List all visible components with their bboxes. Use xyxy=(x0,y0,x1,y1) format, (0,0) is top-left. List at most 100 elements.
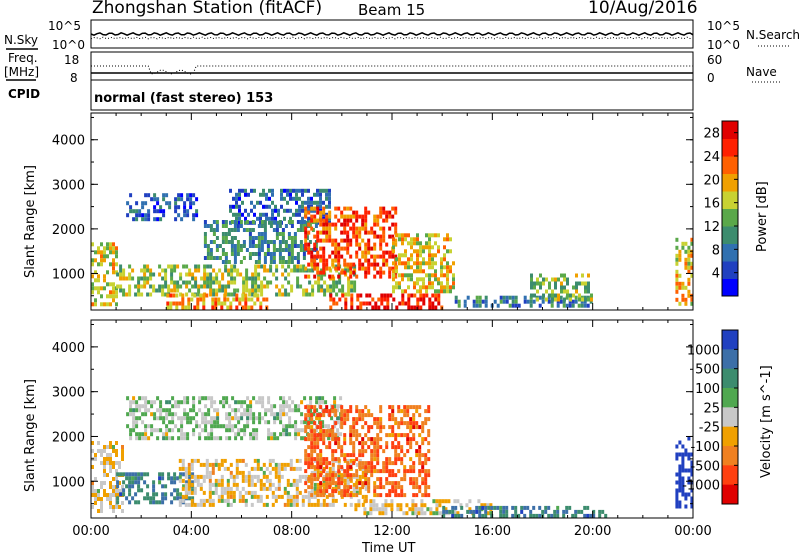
data-cell-1-1 xyxy=(246,420,250,425)
data-cell-1-0 xyxy=(115,477,118,481)
data-cell-1-2 xyxy=(158,500,162,505)
data-cell-1-4 xyxy=(397,409,401,414)
data-cell-0-5 xyxy=(278,260,282,264)
data-cell-0-9 xyxy=(541,299,545,304)
data-cell-1-3 xyxy=(295,494,299,499)
data-cell-1-1 xyxy=(318,400,322,405)
data-cell-0-3 xyxy=(172,293,176,298)
data-cell-0-5 xyxy=(215,220,219,224)
data-cell-1-1 xyxy=(168,428,172,433)
data-cell-0-6 xyxy=(361,222,365,227)
data-cell-0-2 xyxy=(233,276,237,281)
data-cell-0-5 xyxy=(260,220,264,224)
x-tick-label: 00:00 xyxy=(674,524,711,539)
data-cell-1-3 xyxy=(289,494,293,499)
data-cell-0-2 xyxy=(164,280,168,285)
data-cell-1-3 xyxy=(280,466,284,471)
data-cell-0-2 xyxy=(314,280,318,285)
data-cell-0-6 xyxy=(349,242,353,247)
data-cell-0-4 xyxy=(268,196,271,201)
data-cell-1-3 xyxy=(331,502,335,507)
data-cell-1-0 xyxy=(115,505,118,509)
data-cell-1-4 xyxy=(394,489,398,494)
data-cell-0-6 xyxy=(319,214,323,219)
data-cell-1-4 xyxy=(364,441,368,446)
data-cell-0-3 xyxy=(229,301,233,306)
data-cell-1-2 xyxy=(149,496,153,501)
data-cell-0-8 xyxy=(416,249,419,254)
data-cell-1-5 xyxy=(483,503,487,508)
data-cell-0-6 xyxy=(343,226,347,231)
data-cell-0-6 xyxy=(328,214,332,219)
data-cell-0-6 xyxy=(319,210,323,215)
data-cell-0-6 xyxy=(322,258,326,263)
data-cell-1-4 xyxy=(385,445,389,450)
data-cell-0-6 xyxy=(349,254,353,259)
data-cell-0-2 xyxy=(143,268,147,273)
data-cell-1-1 xyxy=(174,424,178,429)
data-cell-0-5 xyxy=(236,244,240,248)
data-cell-1-0 xyxy=(103,489,106,493)
data-cell-0-8 xyxy=(446,285,449,290)
data-cell-0-6 xyxy=(364,246,368,251)
data-cell-0-11 xyxy=(675,273,679,278)
data-cell-1-4 xyxy=(331,473,335,478)
data-cell-1-4 xyxy=(373,417,377,422)
data-cell-1-2 xyxy=(137,476,141,481)
data-cell-1-4 xyxy=(325,445,329,450)
data-cell-1-4 xyxy=(349,441,353,446)
data-cell-1-6 xyxy=(451,509,455,514)
data-cell-1-4 xyxy=(421,437,425,442)
data-cell-1-4 xyxy=(337,485,341,490)
date-label: 10/Aug/2016 xyxy=(588,0,698,18)
data-cell-0-6 xyxy=(325,218,329,223)
data-cell-0-6 xyxy=(391,206,395,211)
data-cell-1-1 xyxy=(312,412,316,417)
data-cell-0-6 xyxy=(331,258,335,263)
data-cell-0-8 xyxy=(437,281,440,286)
data-cell-1-3 xyxy=(352,486,356,491)
data-cell-1-2 xyxy=(146,472,150,477)
data-cell-0-5 xyxy=(209,248,213,252)
data-cell-1-4 xyxy=(424,477,428,482)
data-cell-0-9 xyxy=(478,295,482,300)
data-cell-1-3 xyxy=(178,474,182,479)
data-cell-0-9 xyxy=(505,299,509,304)
data-cell-1-5 xyxy=(357,503,361,508)
data-cell-0-4 xyxy=(271,212,274,217)
data-cell-0-4 xyxy=(319,204,322,209)
data-cell-0-6 xyxy=(364,226,368,231)
data-cell-0-2 xyxy=(242,284,246,289)
data-cell-1-4 xyxy=(319,457,323,462)
data-cell-0-2 xyxy=(290,284,294,289)
data-cell-1-1 xyxy=(126,424,130,429)
data-cell-1-3 xyxy=(232,474,236,479)
data-cell-1-1 xyxy=(285,428,289,433)
data-cell-1-1 xyxy=(291,408,295,413)
data-cell-1-4 xyxy=(349,437,353,442)
data-cell-1-3 xyxy=(283,502,287,507)
data-cell-0-8 xyxy=(395,233,398,238)
data-cell-0-0 xyxy=(91,262,94,267)
data-cell-0-1 xyxy=(174,217,178,222)
data-cell-1-1 xyxy=(195,412,199,417)
data-cell-0-2 xyxy=(266,268,270,273)
data-cell-1-3 xyxy=(190,498,194,503)
data-cell-1-4 xyxy=(373,437,377,442)
data-cell-1-6 xyxy=(451,505,455,510)
data-cell-1-1 xyxy=(324,424,328,429)
data-cell-0-2 xyxy=(347,292,351,297)
data-cell-1-3 xyxy=(211,490,215,495)
data-cell-1-4 xyxy=(373,453,377,458)
data-cell-0-1 xyxy=(144,213,148,218)
data-cell-1-2 xyxy=(158,476,162,481)
data-cell-0-7 xyxy=(422,301,426,306)
data-cell-1-1 xyxy=(150,432,154,437)
data-cell-0-6 xyxy=(364,266,368,271)
data-cell-0-6 xyxy=(382,254,386,259)
data-cell-1-1 xyxy=(144,412,148,417)
data-cell-1-3 xyxy=(274,474,278,479)
data-cell-0-8 xyxy=(449,285,452,290)
data-cell-0-11 xyxy=(687,249,691,254)
data-cell-1-5 xyxy=(438,503,442,508)
